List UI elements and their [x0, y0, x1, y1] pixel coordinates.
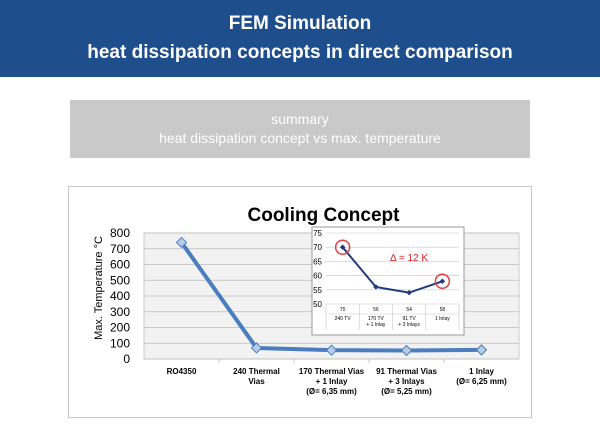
inset-category-label-line: + 1 Inlay — [366, 322, 386, 328]
inset-y-tick-label-1: 55 — [313, 286, 322, 295]
data-point-4 — [475, 344, 488, 356]
x-category-label-4: 1 Inlay (Ø= 6,25 mm) — [456, 367, 507, 386]
x-category-label-line: + 3 Inlays — [388, 377, 425, 386]
y-tick-label-8: 800 — [110, 226, 130, 240]
summary-box: summary heat dissipation concept vs max.… — [70, 100, 530, 158]
x-category-label-1: 240 Thermal Vias — [233, 367, 280, 386]
inset-highlight-circle-0 — [334, 239, 351, 255]
inset-y-tick-label-0: 50 — [313, 300, 322, 309]
inset-data-point-0 — [339, 244, 346, 251]
inset-category-label-line: 1 Inlay — [435, 316, 450, 322]
inset-category-label-line: 170 TV — [368, 316, 385, 322]
x-category-label-line: RO4350 — [167, 367, 197, 376]
inset-data-label-3: 58 — [440, 307, 446, 313]
inset-category-label-2: 91 TV + 3 Inlays — [398, 316, 420, 328]
inset-data-label-1: 56 — [373, 307, 379, 313]
x-category-label-line: (Ø= 6,25 mm) — [456, 377, 507, 386]
x-category-label-line: 1 Inlay — [469, 367, 494, 376]
inset-data-label-0: 70 — [340, 307, 346, 313]
inset-y-tick-label-5: 75 — [313, 229, 322, 238]
inset-delta-annotation: Δ = 12 K — [390, 253, 428, 264]
inset-category-label-line: 240 TV — [335, 316, 352, 322]
header-title: FEM Simulation — [228, 13, 372, 34]
inset-category-label-0: 240 TV — [335, 316, 352, 322]
data-point-1 — [250, 342, 263, 354]
inset-category-label-line: + 3 Inlays — [398, 322, 420, 328]
x-category-label-line: (Ø= 5,25 mm) — [381, 387, 432, 396]
x-category-label-line: 170 Thermal Vias — [299, 367, 365, 376]
x-category-label-line: 91 Thermal Vias — [376, 367, 437, 376]
x-category-label-line: Vias — [248, 377, 265, 386]
y-tick-label-3: 300 — [110, 305, 130, 319]
inset-category-label-line: 91 TV — [403, 316, 417, 322]
x-category-label-3: 91 Thermal Vias + 3 Inlays (Ø= 5,25 mm) — [376, 367, 437, 396]
x-category-label-line: + 1 Inlay — [316, 377, 348, 386]
y-tick-label-6: 600 — [110, 258, 130, 272]
inset-data-point-3 — [439, 278, 446, 285]
y-tick-label-1: 100 — [110, 336, 130, 350]
y-tick-label-0: 0 — [123, 352, 130, 366]
inset-data-point-2 — [406, 289, 412, 296]
x-category-label-line: (Ø= 6,35 mm) — [306, 387, 357, 396]
inset-y-tick-label-4: 70 — [313, 243, 322, 252]
header-subtitle: heat dissipation concepts in direct comp… — [87, 42, 513, 63]
y-tick-label-7: 700 — [110, 242, 130, 256]
x-category-label-line: 240 Thermal — [233, 367, 280, 376]
inset-y-tick-label-2: 60 — [313, 272, 322, 281]
chart-title: Cooling Concept — [248, 205, 401, 226]
y-tick-label-4: 400 — [110, 289, 130, 303]
data-point-3 — [400, 344, 413, 357]
data-point-0 — [175, 236, 188, 249]
cooling-concept-chart: 0 100 200 300 400 500 600 700 800 Cooling Concept… — [68, 186, 532, 418]
slide-header: FEM Simulation heat dissipation concepts… — [0, 0, 600, 77]
inset-data-point-1 — [373, 284, 379, 290]
x-category-label-0: RO4350 — [167, 367, 197, 376]
x-category-label-2: 170 Thermal Vias + 1 Inlay (Ø= 6,35 mm) — [299, 367, 365, 396]
y-axis-label: Max. Temperature °C — [93, 236, 105, 340]
inset-data-label-2: 54 — [406, 307, 412, 313]
summary-title: summary — [271, 111, 329, 127]
y-tick-label-5: 500 — [110, 273, 130, 287]
inset-series-line — [341, 246, 443, 294]
inset-highlight-circle-1 — [434, 273, 451, 290]
inset-chart-frame — [311, 226, 465, 336]
data-point-2 — [325, 344, 338, 356]
y-tick-label-2: 200 — [110, 321, 130, 335]
inset-y-tick-label-3: 65 — [313, 257, 322, 266]
summary-subtitle: heat dissipation concept vs max. tempera… — [159, 130, 441, 146]
inset-category-label-3: 1 Inlay — [435, 316, 450, 322]
inset-category-label-1: 170 TV + 1 Inlay — [366, 316, 386, 328]
